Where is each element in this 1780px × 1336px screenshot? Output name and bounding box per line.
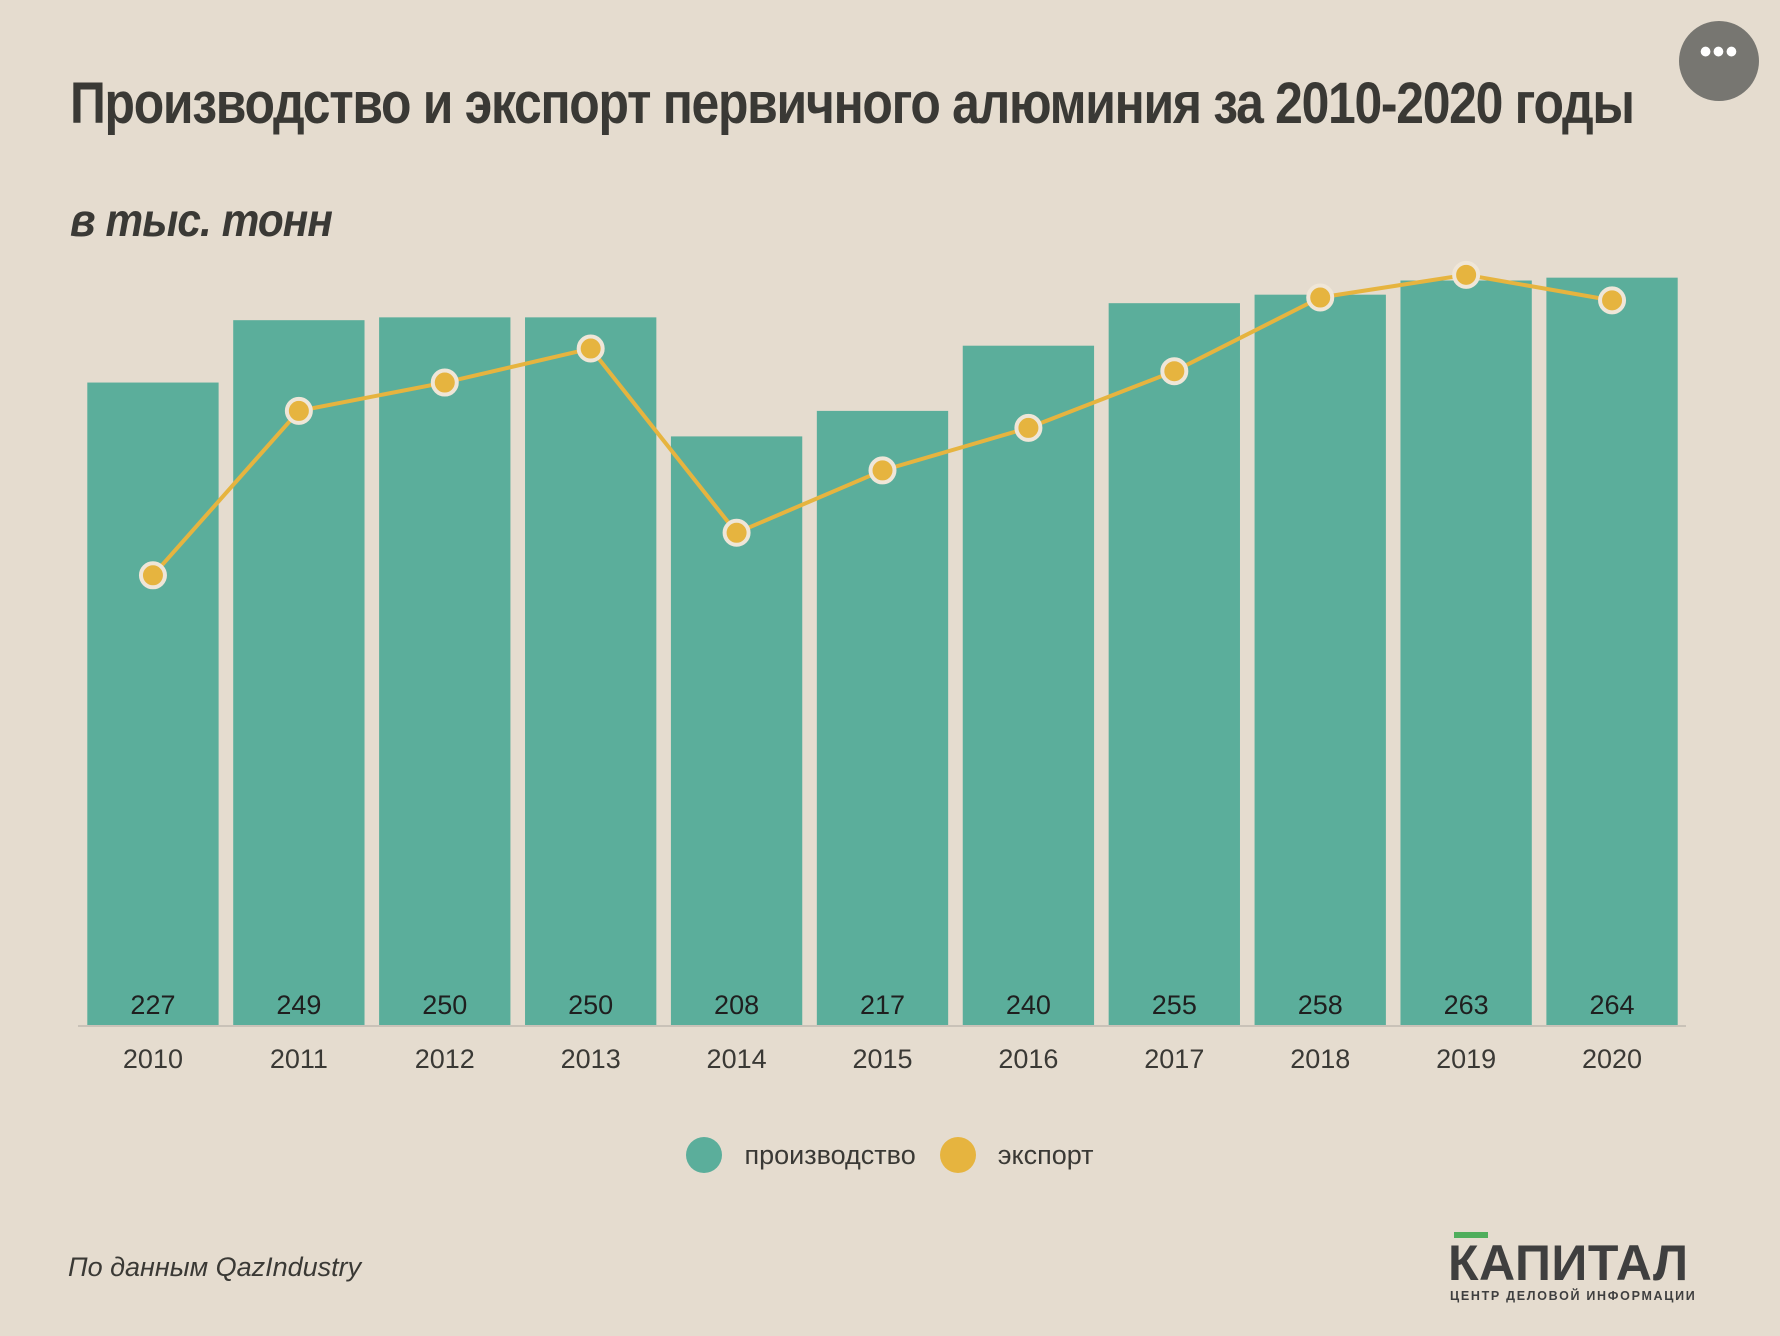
x-tick-label: 2015 bbox=[852, 1044, 912, 1074]
export-point-2019 bbox=[1452, 260, 1481, 289]
bar-value-label: 264 bbox=[1590, 990, 1635, 1020]
export-point-2014 bbox=[722, 518, 751, 547]
logo-accent-bar bbox=[1454, 1232, 1488, 1238]
x-tick-label: 2010 bbox=[123, 1044, 183, 1074]
kapital-logo[interactable]: КАПИТАЛ ЦЕНТР ДЕЛОВОЙ ИНФОРМАЦИИ bbox=[1448, 1232, 1718, 1304]
bar-value-label: 255 bbox=[1152, 990, 1197, 1020]
export-point-2013 bbox=[576, 334, 605, 363]
export-point-2020 bbox=[1598, 286, 1627, 315]
export-point-2010 bbox=[138, 561, 167, 590]
bar-value-label: 240 bbox=[1006, 990, 1051, 1020]
bar-value-label: 217 bbox=[860, 990, 905, 1020]
more-options-button[interactable]: ••• bbox=[1679, 21, 1759, 101]
bar-value-label: 258 bbox=[1298, 990, 1343, 1020]
x-tick-label: 2014 bbox=[707, 1044, 767, 1074]
ellipsis-icon: ••• bbox=[1699, 32, 1739, 71]
legend-swatch-export bbox=[939, 1137, 976, 1173]
bar-2012 bbox=[379, 317, 511, 1026]
export-point-2015 bbox=[868, 456, 897, 485]
bar-2017 bbox=[1108, 303, 1240, 1027]
bar-value-label: 249 bbox=[276, 990, 321, 1020]
bar-value-label: 250 bbox=[422, 990, 467, 1020]
export-point-2012 bbox=[430, 368, 459, 397]
chart-title: Производство и экспорт первичного алюмин… bbox=[70, 71, 1635, 136]
x-tick-label: 2012 bbox=[415, 1044, 475, 1074]
x-tick-label: 2016 bbox=[998, 1044, 1058, 1074]
legend-label-export: экспорт bbox=[997, 1139, 1094, 1170]
chart-subtitle: в тыс. тонн bbox=[70, 194, 333, 246]
logo-tagline: ЦЕНТР ДЕЛОВОЙ ИНФОРМАЦИИ bbox=[1450, 1289, 1697, 1303]
x-tick-label: 2013 bbox=[561, 1044, 621, 1074]
bar-2020 bbox=[1546, 277, 1678, 1026]
export-point-2011 bbox=[284, 396, 313, 425]
bar-value-label: 208 bbox=[714, 990, 759, 1020]
bar-value-label: 263 bbox=[1444, 990, 1489, 1020]
x-tick-label: 2017 bbox=[1144, 1044, 1204, 1074]
x-tick-label: 2011 bbox=[270, 1044, 328, 1074]
bar-value-label: 227 bbox=[130, 990, 175, 1020]
legend-label-production: производство bbox=[744, 1139, 916, 1170]
chart-plot: 227 249 250 250 208 217 240 255 258 263 264 2010 201… bbox=[78, 260, 1686, 1074]
chart-legend: производство экспорт bbox=[0, 1133, 1780, 1177]
bar-2010 bbox=[87, 382, 219, 1027]
x-tick-label: 2018 bbox=[1290, 1044, 1350, 1074]
x-tick-label: 2019 bbox=[1436, 1044, 1496, 1074]
legend-item-export[interactable]: экспорт bbox=[939, 1137, 1094, 1173]
export-point-2016 bbox=[1014, 413, 1043, 442]
legend-swatch-production bbox=[686, 1137, 723, 1173]
export-point-2018 bbox=[1306, 283, 1335, 312]
data-source-note: По данным QazIndustry bbox=[68, 1252, 362, 1282]
bar-2016 bbox=[962, 345, 1095, 1027]
logo-name: КАПИТАЛ bbox=[1448, 1235, 1689, 1291]
bar-2015 bbox=[816, 410, 949, 1026]
export-point-2017 bbox=[1160, 357, 1189, 386]
bar-value-label: 250 bbox=[568, 990, 613, 1020]
bar-2019 bbox=[1400, 280, 1532, 1026]
legend-item-production[interactable]: производство bbox=[686, 1137, 916, 1173]
bar-2018 bbox=[1254, 294, 1386, 1026]
x-tick-label: 2020 bbox=[1582, 1044, 1642, 1074]
bar-2011 bbox=[233, 320, 365, 1026]
bar-2013 bbox=[525, 317, 657, 1026]
